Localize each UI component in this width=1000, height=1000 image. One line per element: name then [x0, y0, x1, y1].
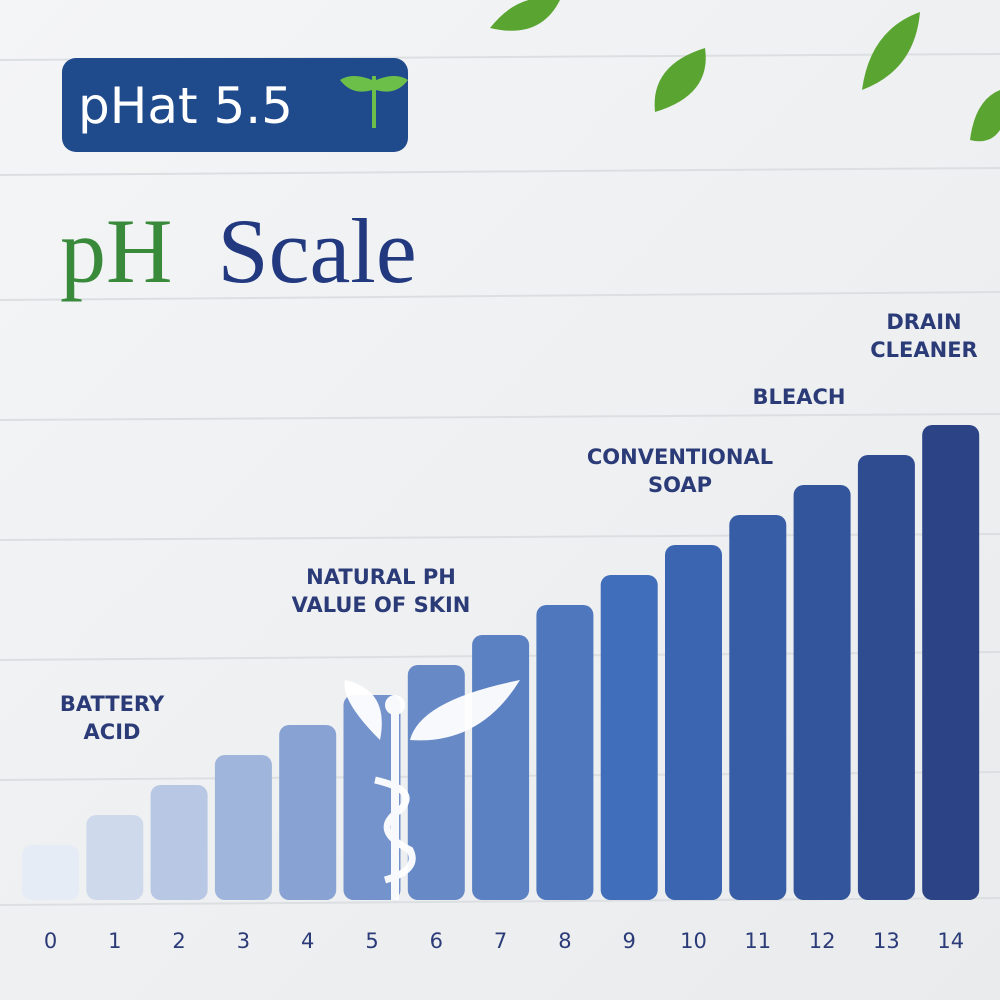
- scale-label: 13: [873, 929, 900, 953]
- annotation-line: BLEACH: [753, 385, 846, 409]
- annotation-line: VALUE OF SKIN: [292, 593, 471, 617]
- scale-label: 11: [744, 929, 771, 953]
- scale-label: 7: [494, 929, 507, 953]
- annotation-line: ACID: [84, 720, 141, 744]
- scale-label: 4: [301, 929, 314, 953]
- bar: [665, 545, 722, 900]
- scale-label: 0: [44, 929, 57, 953]
- title: pH Scale: [60, 200, 417, 302]
- scale-label: 12: [809, 929, 836, 953]
- caduceus-icon: [344, 680, 520, 900]
- annotation-line: BATTERY: [60, 692, 165, 716]
- title-ph: pH: [60, 200, 172, 302]
- scale-label: 14: [937, 929, 964, 953]
- annotation: CONVENTIONAL SOAP: [587, 445, 773, 497]
- bar: [22, 845, 79, 900]
- scale-label: 10: [680, 929, 707, 953]
- bar: [150, 785, 208, 900]
- leaves: [490, 0, 1000, 142]
- brand-icon: [340, 76, 408, 128]
- bar: [857, 455, 915, 900]
- bar: [536, 605, 594, 900]
- annotation-line: NATURAL PH: [306, 565, 456, 589]
- annotation: BLEACH: [753, 385, 846, 409]
- annotation: BATTERY ACID: [60, 692, 165, 744]
- annotation-line: CONVENTIONAL: [587, 445, 773, 469]
- scale-label: 5: [365, 929, 378, 953]
- bar: [922, 425, 980, 900]
- annotation-line: SOAP: [648, 473, 712, 497]
- brand-name: pHat 5.5: [78, 77, 293, 135]
- annotation: DRAIN CLEANER: [870, 310, 977, 362]
- annotation: NATURAL PH VALUE OF SKIN: [292, 565, 471, 617]
- scale-label: 1: [108, 929, 121, 953]
- bar: [472, 635, 530, 900]
- scale-label: 9: [623, 929, 636, 953]
- scale-label: 2: [172, 929, 185, 953]
- annotation-line: DRAIN: [886, 310, 961, 334]
- annotation-line: CLEANER: [870, 338, 977, 362]
- bar: [729, 515, 787, 900]
- scale-label: 6: [430, 929, 443, 953]
- scale-label: 3: [237, 929, 250, 953]
- bar: [214, 755, 272, 900]
- brand-badge: [62, 58, 408, 152]
- bar: [600, 575, 658, 900]
- scale-label: 8: [558, 929, 571, 953]
- bar: [343, 695, 401, 900]
- bar: [793, 485, 851, 900]
- bar: [86, 815, 144, 900]
- bar: [279, 725, 337, 900]
- title-scale: Scale: [217, 200, 416, 302]
